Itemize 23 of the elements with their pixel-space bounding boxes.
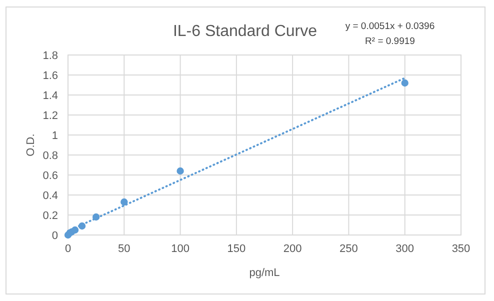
x-tick-label: 0 — [64, 243, 72, 255]
text: R² = 0.9919 — [365, 36, 415, 47]
x-tick-label: 200 — [283, 243, 302, 255]
y-tick-label: 0.8 — [42, 150, 58, 162]
x-tick-label: 150 — [227, 243, 246, 255]
x-tick-label: 300 — [396, 243, 414, 255]
x-tick-label: 100 — [171, 243, 190, 255]
y-tick-label: 0.2 — [42, 210, 58, 222]
x-tick-label: 250 — [340, 243, 358, 255]
y-tick-label: 0.4 — [42, 190, 58, 202]
x-tick-label: 350 — [452, 243, 470, 255]
x-tick-label: 50 — [118, 243, 130, 255]
y-tick-label: 1 — [52, 130, 58, 142]
chart-title: IL-6 Standard Curve — [172, 23, 318, 40]
y-tick-label: 1.8 — [42, 50, 58, 62]
y-axis-title: O.D. — [25, 134, 37, 156]
x-axis-title: pg/mL — [249, 267, 280, 279]
y-tick-label: 1.6 — [42, 70, 58, 82]
y-tick-label: 1.4 — [42, 90, 58, 102]
y-tick-label: 0 — [52, 230, 58, 242]
text: y = 0.0051x + 0.0396 — [345, 21, 435, 32]
y-tick-label: 0.6 — [42, 170, 58, 182]
y-tick-label: 1.2 — [42, 110, 58, 122]
